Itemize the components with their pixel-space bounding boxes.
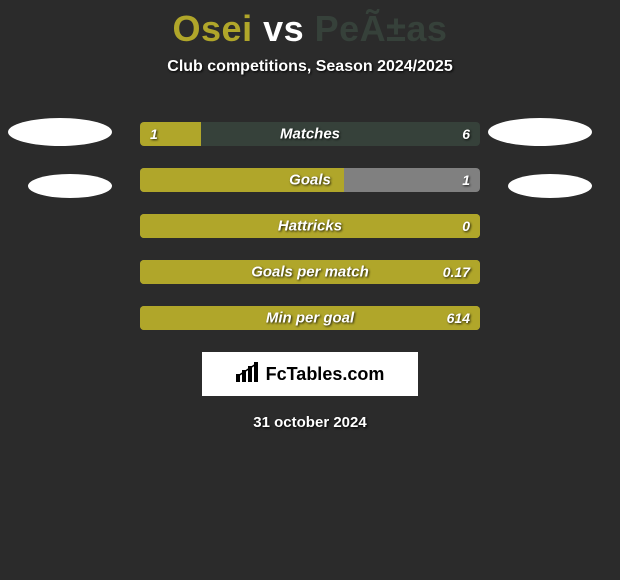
- stat-row-left-fill: [140, 214, 480, 238]
- stat-row-left-fill: [140, 306, 480, 330]
- stat-row-left-fill: [140, 168, 344, 192]
- stat-row-left-fill: [140, 260, 480, 284]
- stat-left-value: 1: [150, 126, 158, 142]
- date-text: 31 october 2024: [0, 414, 620, 431]
- bars-icon: [236, 362, 262, 387]
- title-right-name: PeÃ±as: [315, 8, 448, 49]
- logo-box: FcTables.com: [202, 352, 418, 396]
- stat-row: 0.17Goals per match: [140, 260, 480, 284]
- stat-right-value: 614: [447, 310, 470, 326]
- stat-row: 1Goals: [140, 168, 480, 192]
- subtitle: Club competitions, Season 2024/2025: [0, 58, 620, 76]
- ellipse-top-right: [488, 118, 592, 146]
- stat-row: 614Min per goal: [140, 306, 480, 330]
- stat-right-value: 0: [462, 218, 470, 234]
- stat-right-value: 1: [462, 172, 470, 188]
- ellipse-mid-left: [28, 174, 112, 198]
- infographic-container: Osei vs PeÃ±as Club competitions, Season…: [0, 0, 620, 431]
- stat-right-value: 0.17: [443, 264, 470, 280]
- page-title: Osei vs PeÃ±as: [0, 0, 620, 50]
- ellipse-mid-right: [508, 174, 592, 198]
- stat-row: 16Matches: [140, 122, 480, 146]
- title-left-name: Osei: [173, 8, 253, 49]
- chart-area: 16Matches1Goals0Hattricks0.17Goals per m…: [0, 104, 620, 330]
- logo-text: FcTables.com: [266, 364, 385, 385]
- stat-right-value: 6: [462, 126, 470, 142]
- title-vs: vs: [253, 8, 315, 49]
- ellipse-top-left: [8, 118, 112, 146]
- stat-row: 0Hattricks: [140, 214, 480, 238]
